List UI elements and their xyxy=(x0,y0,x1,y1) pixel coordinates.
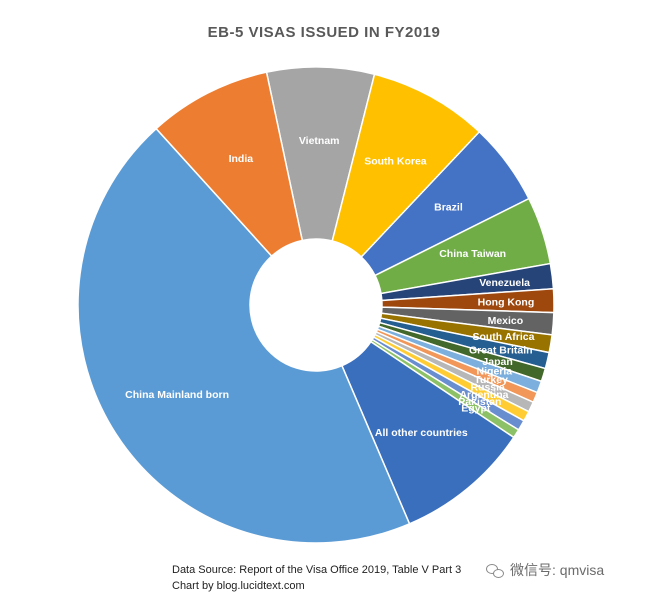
slice-all-other-countries xyxy=(340,340,515,525)
credit-note: Chart by blog.lucidtext.com xyxy=(172,580,305,592)
slice-label-pakistan: Pakistan xyxy=(458,396,501,408)
slice-label-argentina: Argentina xyxy=(459,389,508,401)
slice-label-japan: Japan xyxy=(482,356,512,368)
slice-india xyxy=(155,71,304,258)
slices-group xyxy=(77,66,555,544)
slice-label-russia: Russia xyxy=(470,381,505,393)
slice-label-india: India xyxy=(229,153,254,165)
chart-title: EB-5 VISAS ISSUED IN FY2019 xyxy=(207,24,441,41)
slice-label-great-britain: Great Britain xyxy=(469,344,533,356)
slice-label-vietnam: Vietnam xyxy=(299,135,340,147)
watermark-text: 微信号: qmvisa xyxy=(510,562,605,578)
slice-label-mexico: Mexico xyxy=(488,315,524,327)
slice-label-nigeria: Nigeria xyxy=(477,365,513,377)
slice-label-brazil: Brazil xyxy=(434,202,463,214)
slice-label-south-korea: South Korea xyxy=(364,155,427,167)
slice-label-china-taiwan: China Taiwan xyxy=(439,248,506,260)
slice-label-venezuela: Venezuela xyxy=(479,277,530,289)
source-note: Data Source: Report of the Visa Office 2… xyxy=(172,564,462,576)
labels-group: Vietnam South Korea Brazil China Taiwan Vene… xyxy=(125,135,534,439)
slice-label-egypt: Egypt xyxy=(461,403,491,415)
slice-label-south-africa: South Africa xyxy=(472,331,534,343)
slice-china-mainland-born xyxy=(77,127,411,544)
wechat-icon xyxy=(486,562,504,578)
slice-label-hong-kong: Hong Kong xyxy=(478,297,535,309)
slice-label-all-other-countries: All other countries xyxy=(375,427,468,439)
slice-label-china-mainland-born: China Mainland born xyxy=(125,389,229,401)
slice-label-turkey: Turkey xyxy=(474,374,508,386)
watermark: 微信号: qmvisa xyxy=(486,560,604,580)
slice-south-korea xyxy=(331,73,481,259)
